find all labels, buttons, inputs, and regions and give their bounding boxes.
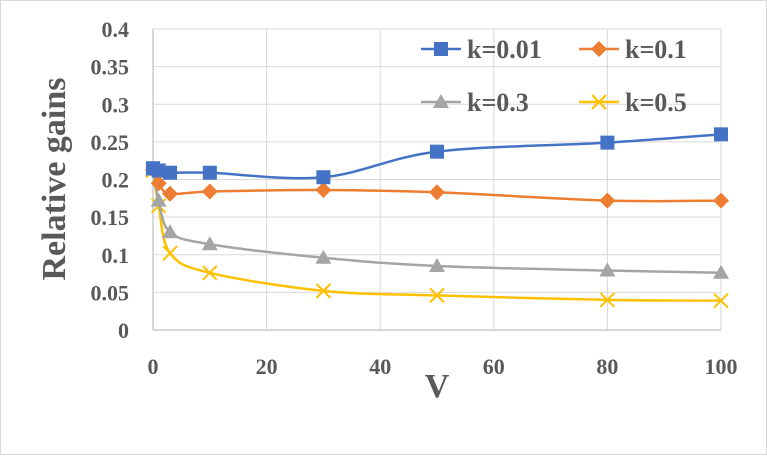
y-tick-label: 0.15 — [91, 205, 130, 230]
legend-marker — [591, 94, 607, 110]
data-point — [202, 265, 218, 281]
data-point — [162, 224, 179, 239]
data-point — [151, 163, 166, 178]
x-tick-label: 0 — [148, 354, 159, 379]
x-tick-label: 80 — [596, 354, 618, 379]
legend-item: k=0.01 — [421, 35, 542, 64]
data-point — [163, 165, 178, 180]
data-point — [150, 175, 167, 192]
data-point — [150, 192, 167, 207]
data-point — [599, 192, 616, 209]
y-tick-label: 0.1 — [102, 243, 130, 268]
legend-marker — [434, 42, 448, 56]
y-tick-label: 0.25 — [91, 130, 130, 155]
data-point — [429, 258, 445, 273]
data-point — [713, 264, 729, 279]
y-tick-label: 0.3 — [102, 92, 130, 117]
data-point — [201, 183, 218, 200]
y-tick-label: 0.4 — [102, 17, 130, 42]
data-point — [430, 144, 444, 159]
data-point — [202, 165, 217, 180]
data-point — [315, 182, 332, 199]
legend-item: k=0.5 — [579, 88, 687, 117]
data-point — [316, 170, 331, 185]
legend: k=0.01 k=0.1 k=0.3 k=0.5 — [421, 35, 687, 117]
data-point — [315, 249, 332, 264]
data-point — [162, 185, 179, 202]
legend-label: k=0.01 — [467, 35, 542, 64]
y-tick-label: 0.05 — [91, 280, 130, 305]
legend-label: k=0.5 — [625, 88, 687, 117]
data-point — [201, 236, 218, 251]
data-point — [714, 127, 728, 142]
data-point — [315, 283, 332, 299]
data-point — [713, 192, 729, 209]
y-tick-label: 0.2 — [102, 168, 130, 193]
x-axis-title: V — [425, 368, 450, 405]
series-k=0.1 — [145, 161, 729, 209]
legend-item: k=0.3 — [421, 88, 529, 117]
data-point — [713, 292, 729, 309]
axes: 0 0.05 0.1 0.15 0.2 0.25 0.3 0.35 0.4 0 20 40 60 80 10… — [91, 17, 738, 379]
data-point — [600, 135, 615, 150]
x-tick-label: 60 — [483, 354, 505, 379]
x-tick-label: 40 — [369, 354, 391, 379]
series-k=0.01 — [146, 127, 728, 185]
series-layer — [145, 127, 729, 309]
data-point — [162, 245, 178, 261]
data-point — [599, 292, 616, 308]
legend-marker — [591, 41, 607, 57]
data-point — [599, 262, 616, 277]
legend-label: k=0.1 — [625, 35, 687, 64]
y-tick-label: 0 — [118, 318, 129, 343]
data-point — [429, 184, 445, 201]
legend-item: k=0.1 — [579, 35, 687, 64]
legend-label: k=0.3 — [467, 88, 529, 117]
y-axis-title: Relative gains — [36, 77, 73, 280]
x-tick-label: 100 — [705, 354, 738, 379]
gridlines — [153, 28, 722, 330]
legend-marker — [433, 94, 449, 108]
data-point — [429, 287, 445, 304]
x-tick-label: 20 — [256, 354, 278, 379]
y-tick-label: 0.35 — [91, 55, 130, 80]
